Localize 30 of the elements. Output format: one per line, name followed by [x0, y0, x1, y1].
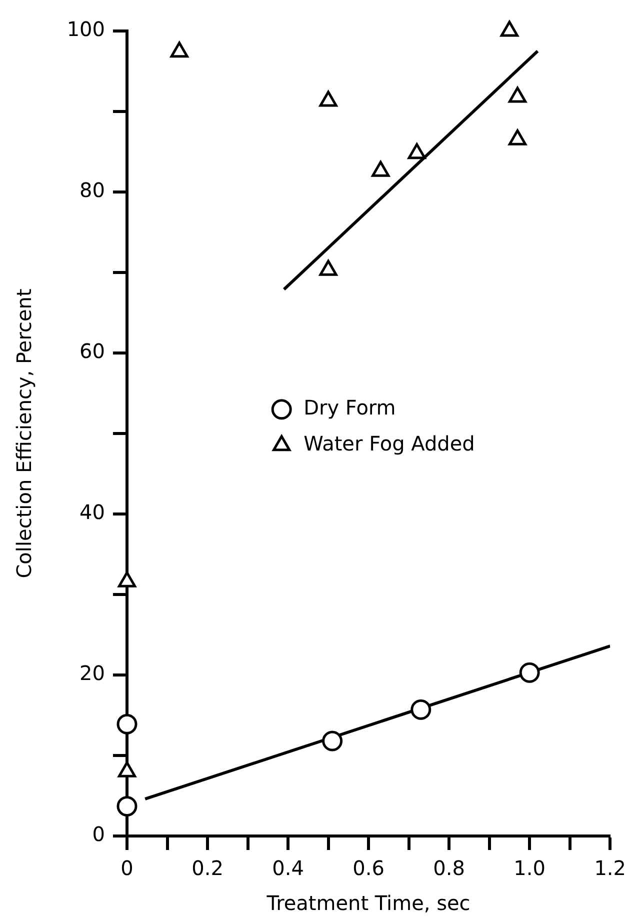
x-tick-label: 0.2 — [192, 856, 224, 880]
point — [500, 20, 518, 37]
x-tick-label: 1.0 — [514, 856, 546, 880]
point — [319, 90, 338, 107]
y-tick-label: 80 — [80, 178, 105, 202]
legend-label: Dry Form — [304, 396, 396, 420]
point — [410, 699, 432, 720]
x-tick-label: 0.6 — [352, 856, 384, 880]
point — [508, 129, 527, 146]
point — [322, 730, 343, 752]
y-tick-label: 0 — [92, 822, 105, 846]
point — [319, 260, 338, 276]
x-tick-label: 0 — [120, 856, 134, 880]
point — [372, 160, 390, 177]
legend-label: Water Fog Added — [304, 432, 475, 456]
y-tick-label: 60 — [80, 339, 105, 364]
point — [408, 143, 426, 160]
point — [508, 86, 527, 103]
y-tick-label: 40 — [80, 500, 105, 524]
y-tick-label: 20 — [80, 661, 105, 686]
point — [116, 796, 138, 816]
x-tick-label: 1.2 — [594, 856, 626, 880]
point — [116, 714, 138, 734]
x-axis-title: Treatment Time, sec — [266, 891, 470, 916]
y-tick-label: 100 — [66, 17, 105, 42]
x-tick-label: 0.4 — [272, 856, 304, 880]
x-tick-label: 0.8 — [433, 856, 465, 880]
point — [519, 662, 540, 683]
y-axis-title: Collection Efficiency, Percent — [12, 288, 36, 578]
point — [170, 42, 188, 58]
